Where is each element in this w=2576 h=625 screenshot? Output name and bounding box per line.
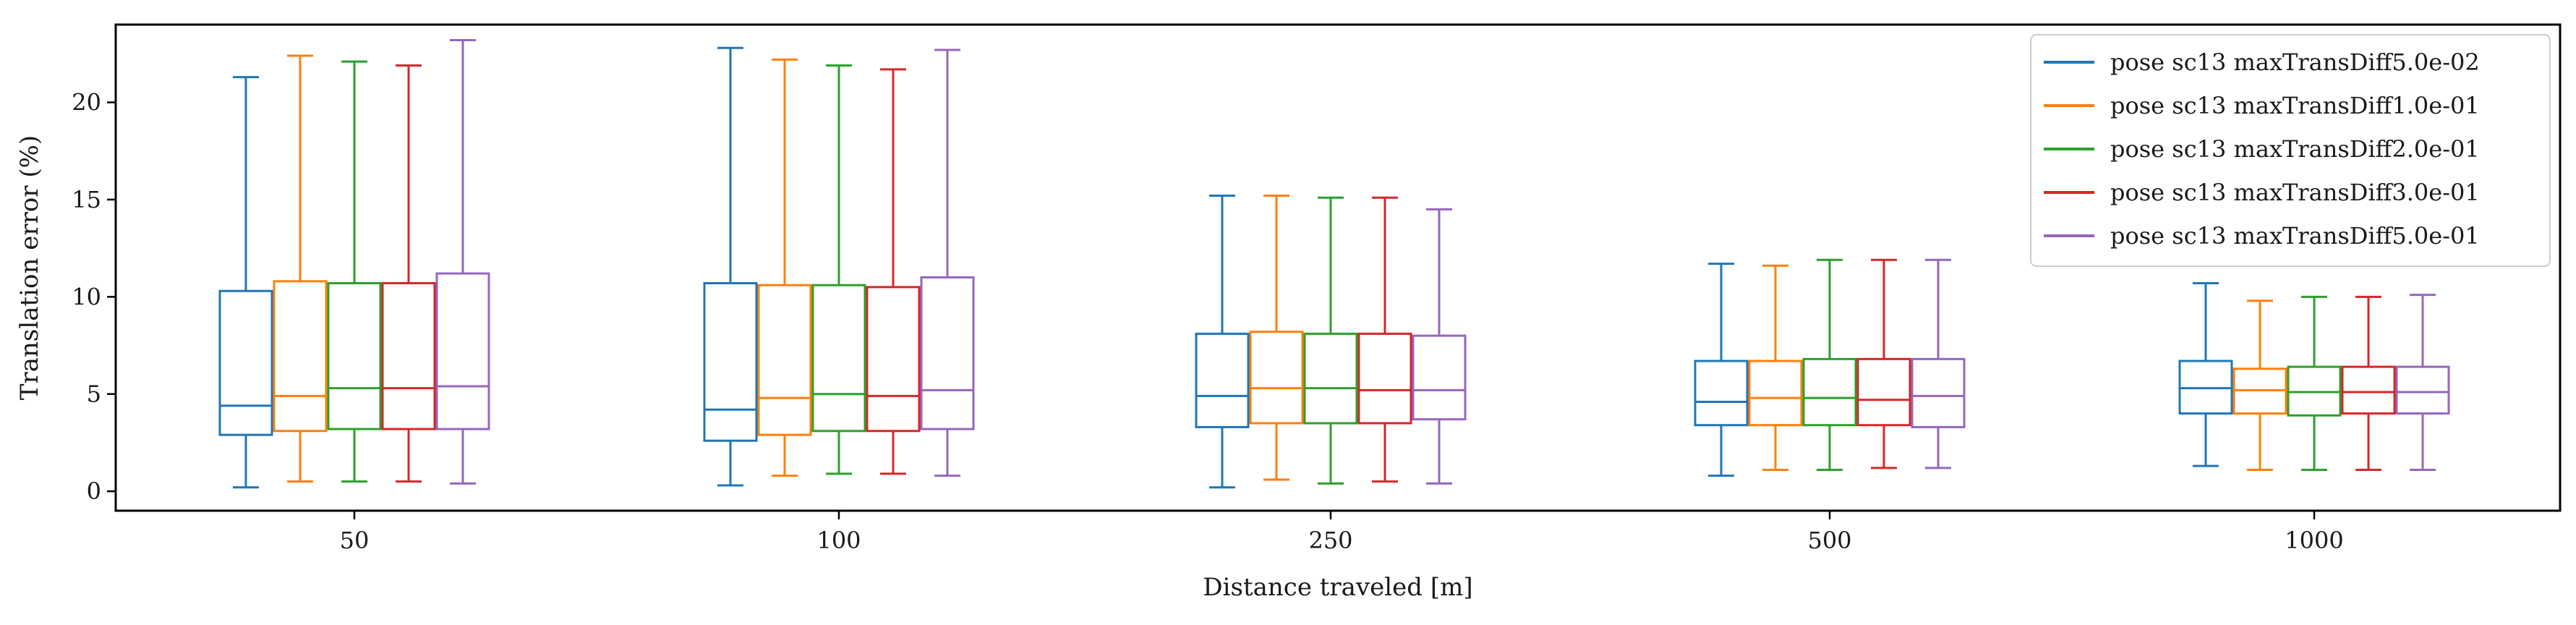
box-1000-series-5 <box>2395 294 2450 472</box>
y-tick-label: 20 <box>72 89 101 116</box>
box-50-series-5 <box>435 39 490 485</box>
x-axis-ticks: 50 100 250 500 1000 <box>340 511 2344 554</box>
y-axis-ticks: 0 5 10 15 20 <box>72 89 116 505</box>
plot-frame <box>114 23 2562 512</box>
box-50-series-3 <box>327 60 382 483</box>
box-50-series-2 <box>273 54 328 483</box>
box-500-series-3 <box>1802 258 1857 472</box>
iqr-box <box>1195 332 1250 428</box>
box-100-series-5 <box>920 48 975 477</box>
box-1000-series-4 <box>2341 295 2396 472</box>
box-500-series-2 <box>1748 264 1803 472</box>
iqr-box <box>327 282 382 430</box>
box-100-series-2 <box>757 58 812 477</box>
legend-label: pose sc13 maxTransDiff2.0e-01 <box>2110 135 2480 163</box>
iqr-box <box>703 282 758 442</box>
x-axis-label: Distance traveled [m] <box>1203 573 1472 602</box>
iqr-box <box>811 284 866 433</box>
iqr-box <box>2341 365 2396 415</box>
box-250-series-2 <box>1249 195 1304 481</box>
y-tick-label: 5 <box>87 380 101 408</box>
iqr-box <box>1911 357 1966 428</box>
iqr-box <box>757 284 812 436</box>
box-500-series-5 <box>1911 258 1966 469</box>
box-250-series-5 <box>1412 208 1467 485</box>
legend-items: pose sc13 maxTransDiff5.0e-02 pose sc13 m… <box>2044 48 2480 250</box>
iqr-box <box>1303 332 1358 425</box>
legend-label: pose sc13 maxTransDiff3.0e-01 <box>2110 179 2480 206</box>
box-500-series-1 <box>1694 263 1749 477</box>
iqr-box <box>2395 365 2450 415</box>
box-250-series-4 <box>1357 196 1412 483</box>
y-axis-label: Translation error (%) <box>15 135 44 400</box>
box-250-series-1 <box>1195 195 1250 489</box>
box-500-series-4 <box>1856 258 1911 469</box>
iqr-box <box>1694 360 1749 427</box>
x-tick-label: 1000 <box>2285 527 2343 554</box>
legend-frame <box>2030 34 2551 267</box>
box-50-series-1 <box>218 76 273 489</box>
box-marks <box>218 39 2450 489</box>
iqr-box <box>1412 334 1467 421</box>
x-tick-label: 250 <box>1308 527 1352 554</box>
iqr-box <box>435 272 490 430</box>
box-1000-series-2 <box>2232 299 2287 472</box>
box-250-series-3 <box>1303 196 1358 485</box>
x-tick-label: 100 <box>816 527 861 554</box>
x-tick-label: 500 <box>1807 527 1851 554</box>
y-tick-label: 0 <box>87 477 101 505</box>
box-50-series-4 <box>381 64 436 483</box>
legend-label: pose sc13 maxTransDiff1.0e-01 <box>2110 92 2480 119</box>
box-1000-series-1 <box>2178 282 2233 467</box>
iqr-box <box>1357 332 1412 425</box>
iqr-box <box>920 276 975 430</box>
x-tick-label: 50 <box>340 527 370 554</box>
box-100-series-4 <box>866 68 921 475</box>
y-tick-label: 15 <box>72 186 101 213</box>
iqr-box <box>1856 357 1911 427</box>
legend: pose sc13 maxTransDiff5.0e-02 pose sc13 m… <box>2030 34 2551 267</box>
iqr-box <box>273 280 328 433</box>
iqr-box <box>1249 331 1304 425</box>
legend-label: pose sc13 maxTransDiff5.0e-01 <box>2110 222 2480 250</box>
iqr-box <box>218 289 273 436</box>
iqr-box <box>866 286 921 433</box>
box-1000-series-3 <box>2287 295 2342 472</box>
box-100-series-1 <box>703 46 758 487</box>
y-tick-label: 10 <box>72 283 101 310</box>
iqr-box <box>381 282 436 430</box>
iqr-box <box>1748 360 1803 427</box>
legend-label: pose sc13 maxTransDiff5.0e-02 <box>2110 48 2480 76</box>
box-100-series-3 <box>811 64 866 475</box>
iqr-box <box>1802 357 1857 427</box>
